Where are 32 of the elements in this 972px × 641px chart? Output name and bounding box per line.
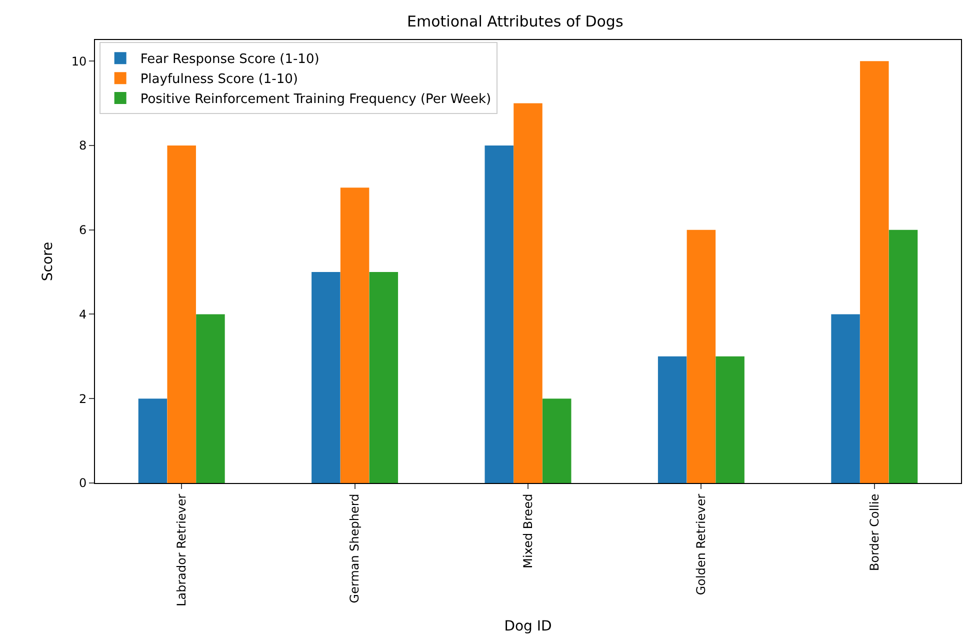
y-tick-label: 8 [78, 138, 87, 153]
legend-label: Positive Reinforcement Training Frequency (Per Week) [140, 92, 492, 108]
bar [716, 356, 744, 483]
y-tick-label: 0 [78, 476, 87, 490]
y-axis-title: Score [40, 242, 56, 282]
x-tick-label: Labrador Retriever [174, 494, 188, 606]
x-tick-label: German Shepherd [348, 494, 362, 604]
bar [831, 314, 860, 483]
y-tick-label: 10 [71, 54, 87, 68]
x-tick-label: Border Collie [867, 494, 882, 571]
bar [860, 61, 889, 483]
bar [658, 356, 687, 483]
bar [888, 230, 918, 483]
legend-label: Fear Response Score (1-10) [140, 52, 320, 68]
bar [369, 272, 398, 483]
bar [484, 145, 514, 483]
chart-title: Emotional Attributes of Dogs [407, 12, 624, 31]
bar [340, 188, 370, 483]
x-tick-label: Golden Retriever [694, 494, 708, 596]
bar [196, 314, 225, 483]
y-tick-label: 4 [78, 307, 87, 322]
bar [138, 398, 168, 483]
legend-label: Playfulness Score (1-10) [140, 72, 298, 88]
y-tick-label: 2 [78, 392, 87, 406]
bar [542, 398, 572, 483]
bar [514, 103, 542, 483]
bar [312, 272, 340, 483]
bar [167, 145, 196, 483]
bar [686, 230, 716, 483]
x-tick-label: Mixed Breed [520, 494, 535, 568]
y-tick-label: 6 [78, 223, 87, 238]
x-axis-title: Dog ID [504, 618, 552, 635]
